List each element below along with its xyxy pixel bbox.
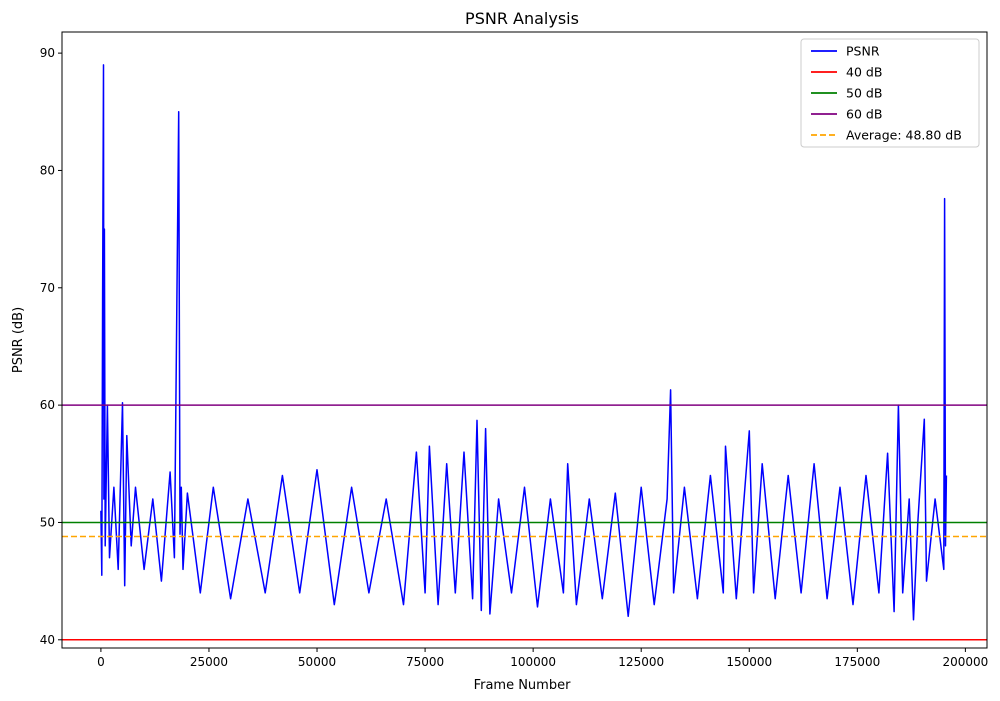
y-tick-label: 90 (40, 46, 55, 60)
x-tick-label: 0 (97, 655, 105, 669)
x-tick-label: 25000 (190, 655, 228, 669)
y-tick-label: 70 (40, 281, 55, 295)
legend-label: 60 dB (846, 107, 882, 122)
series-line-psnr (100, 64, 948, 621)
plot-content (62, 64, 987, 641)
x-tick-label: 125000 (618, 655, 664, 669)
x-tick-label: 100000 (510, 655, 556, 669)
legend-label: Average: 48.80 dB (846, 128, 962, 143)
x-tick-label: 200000 (942, 655, 988, 669)
y-axis-label: PSNR (dB) (11, 307, 26, 373)
legend-label: 40 dB (846, 65, 882, 80)
y-tick-label: 50 (40, 515, 55, 529)
y-tick-label: 40 (40, 633, 55, 647)
x-axis-label: Frame Number (474, 678, 572, 693)
legend-label: 50 dB (846, 86, 882, 101)
x-tick-label: 50000 (298, 655, 336, 669)
plot-frame (61, 31, 988, 649)
y-tick-label: 80 (40, 163, 55, 177)
x-tick-label: 150000 (726, 655, 772, 669)
chart-title: PSNR Analysis (465, 9, 579, 28)
x-tick-label: 175000 (834, 655, 880, 669)
legend-label: PSNR (846, 44, 880, 59)
legend-box (800, 38, 980, 148)
legend: PSNR 40 dB 50 dB 60 dB Average: 48.80 dB (800, 38, 980, 148)
y-tick-label: 60 (40, 398, 55, 412)
x-axis-ticks: 0 25000 50000 75000 100000 125000 150000 175000… (97, 648, 988, 669)
y-axis-ticks: 40 50 60 70 80 90 (40, 46, 62, 647)
x-tick-label: 75000 (406, 655, 444, 669)
